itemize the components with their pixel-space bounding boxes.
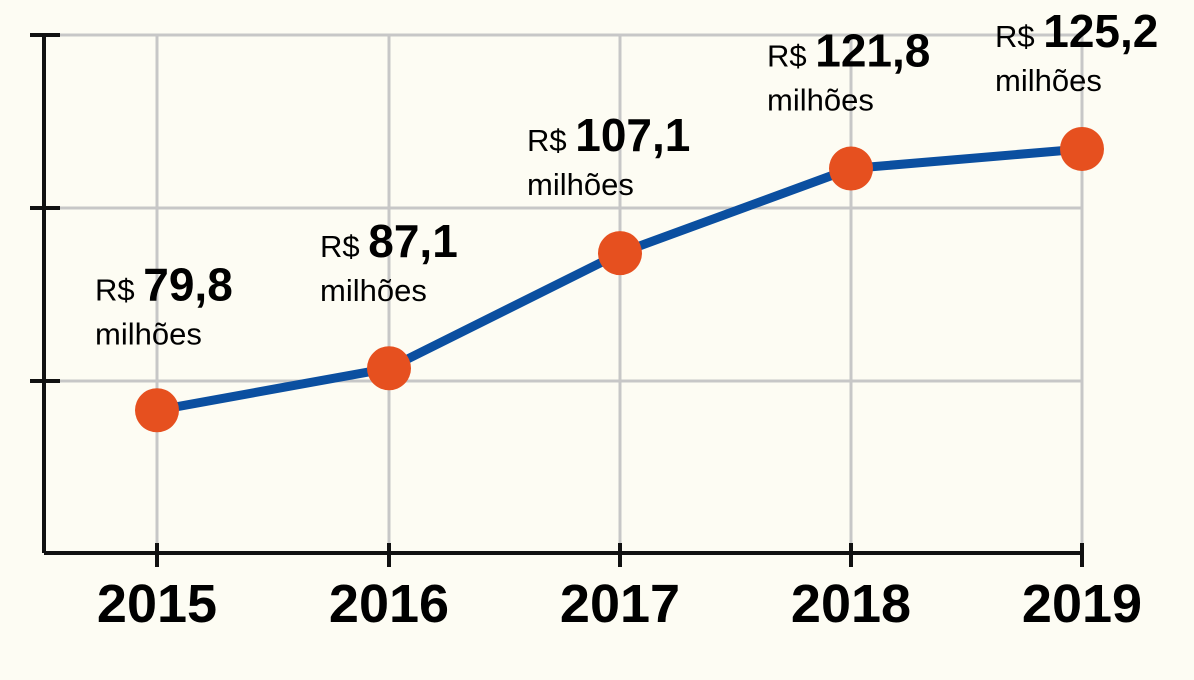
data-point — [135, 388, 179, 433]
x-tick-label: 2015 — [97, 574, 217, 634]
data-label-unit: milhões — [320, 273, 427, 308]
data-label-value: 87,1 — [368, 215, 458, 267]
data-label-unit: milhões — [95, 316, 202, 351]
axes — [30, 33, 1084, 567]
data-label: R$ 87,1 milhões — [320, 215, 458, 308]
grid — [44, 33, 1084, 553]
data-label: R$ 107,1 milhões — [527, 109, 690, 202]
data-labels-layer: R$ 79,8 milhões R$ 87,1 milhões R$ 107,1 milh… — [95, 5, 1158, 351]
data-label-line: R$ 87,1 — [320, 215, 458, 267]
series-layer — [135, 126, 1104, 433]
data-label-value: 125,2 — [1043, 5, 1158, 57]
data-label-prefix: R$ — [527, 123, 575, 158]
data-label-unit: milhões — [995, 63, 1102, 98]
data-point — [1060, 126, 1104, 171]
data-label-prefix: R$ — [95, 272, 143, 307]
data-label-value: 107,1 — [575, 109, 690, 161]
x-tick-label: 2017 — [560, 574, 680, 634]
data-label: R$ 79,8 milhões — [95, 258, 233, 351]
data-point — [367, 346, 411, 391]
data-label-value: 121,8 — [815, 25, 930, 77]
data-label: R$ 121,8 milhões — [767, 25, 930, 118]
data-label-unit: milhões — [767, 83, 874, 118]
data-point — [598, 231, 642, 276]
data-label-value: 79,8 — [143, 258, 233, 310]
x-tick-labels: 2015 2016 2017 2018 2019 — [97, 574, 1142, 634]
data-label-prefix: R$ — [767, 39, 815, 74]
data-label-line: R$ 125,2 — [995, 5, 1158, 57]
x-tick-label: 2016 — [329, 574, 449, 634]
x-tick-label: 2018 — [791, 574, 911, 634]
data-label-prefix: R$ — [320, 229, 368, 264]
data-label-line: R$ 121,8 — [767, 25, 930, 77]
data-point — [829, 146, 873, 191]
data-label-line: R$ 79,8 — [95, 258, 233, 310]
data-label-unit: milhões — [527, 167, 634, 202]
x-tick-label: 2019 — [1022, 574, 1142, 634]
data-label-prefix: R$ — [995, 19, 1043, 54]
data-label: R$ 125,2 milhões — [995, 5, 1158, 98]
data-label-line: R$ 107,1 — [527, 109, 690, 161]
